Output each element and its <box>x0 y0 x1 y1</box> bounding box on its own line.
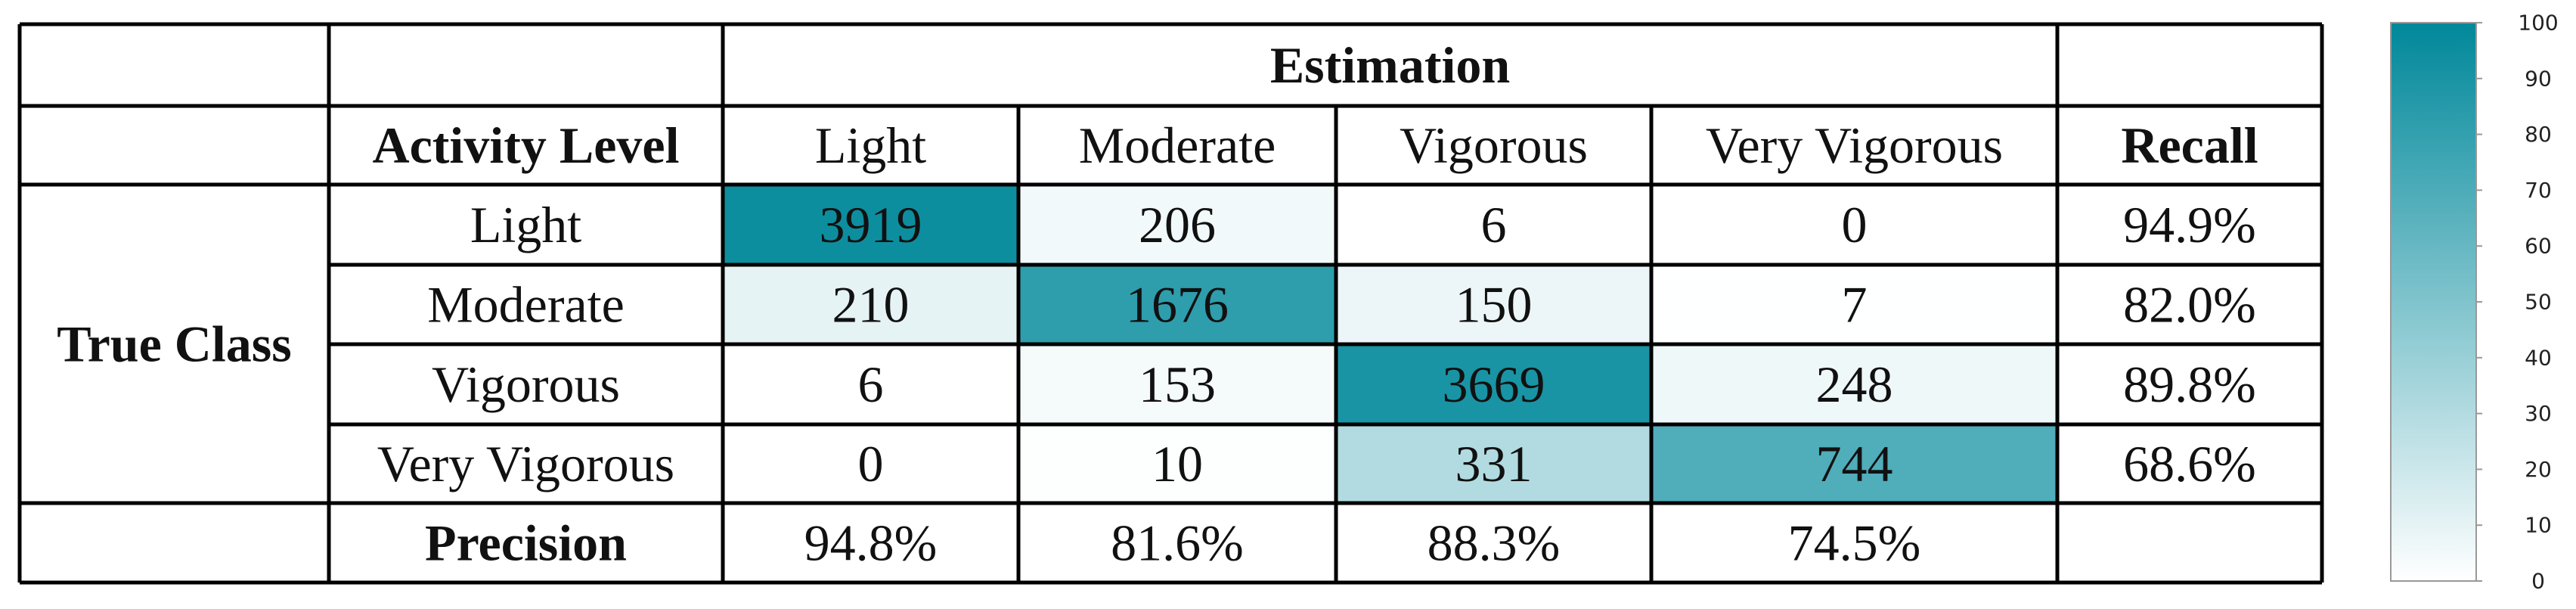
cell-value: 744 <box>1816 435 1893 492</box>
heat-cell <box>1018 265 1336 344</box>
cell-value: 1676 <box>1126 276 1229 334</box>
recall-value: 68.6% <box>2123 435 2256 492</box>
cell-value: 210 <box>832 276 910 334</box>
colorbar-tick-label: 40 <box>2525 345 2552 370</box>
heat-cell <box>1651 185 2057 265</box>
colorbar-tick-label: 10 <box>2525 513 2552 538</box>
colorbar-tick-label: 70 <box>2525 178 2552 203</box>
colorbar-tick-label: 50 <box>2525 290 2552 315</box>
precision-value: 74.5% <box>1788 514 1921 572</box>
precision-value: 88.3% <box>1427 514 1561 572</box>
precision-value: 81.6% <box>1111 514 1244 572</box>
row-header-title: True Class <box>57 315 291 373</box>
colorbar-tick-label: 0 <box>2531 569 2545 594</box>
heat-cell <box>1018 424 1336 503</box>
heat-cell <box>1651 265 2057 344</box>
heat-cell <box>1336 344 1651 424</box>
cell-value: 150 <box>1455 276 1533 334</box>
cell-value: 153 <box>1139 356 1216 413</box>
cell-value: 331 <box>1455 435 1533 492</box>
colorbar-tick-label: 20 <box>2525 457 2552 482</box>
heat-cell <box>723 265 1018 344</box>
heat-cell <box>723 185 1018 265</box>
heat-cell <box>1651 344 2057 424</box>
row-label: Light <box>470 196 581 253</box>
heat-cell <box>723 424 1018 503</box>
colorbar <box>2390 22 2477 582</box>
heat-cell <box>1651 424 2057 503</box>
cell-value: 206 <box>1139 196 1216 253</box>
cell-value: 10 <box>1152 435 1203 492</box>
heat-cell <box>1018 344 1336 424</box>
cell-value: 7 <box>1842 276 1868 334</box>
row-label: Very Vigorous <box>377 435 674 492</box>
heat-cell <box>723 344 1018 424</box>
precision-value: 94.8% <box>804 514 938 572</box>
heat-cell <box>1336 424 1651 503</box>
recall-value: 82.0% <box>2123 276 2256 334</box>
cell-value: 0 <box>1842 196 1868 253</box>
recall-value: 94.9% <box>2123 196 2256 253</box>
heat-cell <box>1018 185 1336 265</box>
colorbar-tick-label: 100 <box>2518 11 2558 36</box>
colorbar-tick-label: 60 <box>2525 234 2552 259</box>
row-label: Vigorous <box>432 356 620 413</box>
heat-cell <box>1336 265 1651 344</box>
header-title: Estimation <box>1270 36 1510 94</box>
row-label: Moderate <box>427 276 625 334</box>
colorbar-tick-label: 90 <box>2525 66 2552 91</box>
cell-value: 0 <box>858 435 884 492</box>
corner-label: Activity Level <box>373 117 680 174</box>
cell-value: 3669 <box>1443 356 1545 413</box>
recall-value: 89.8% <box>2123 356 2256 413</box>
column-label: Moderate <box>1079 117 1276 174</box>
cell-value: 6 <box>1481 196 1507 253</box>
precision-label: Precision <box>425 514 627 572</box>
cell-value: 248 <box>1816 356 1893 413</box>
column-label: Very Vigorous <box>1706 117 2003 174</box>
colorbar-tick-label: 80 <box>2525 122 2552 147</box>
column-label: Light <box>815 117 926 174</box>
heat-cell <box>1336 185 1651 265</box>
recall-label: Recall <box>2121 117 2258 174</box>
colorbar-tick-label: 30 <box>2525 401 2552 426</box>
cell-value: 3919 <box>820 196 922 253</box>
column-label: Vigorous <box>1400 117 1588 174</box>
cell-value: 6 <box>858 356 884 413</box>
